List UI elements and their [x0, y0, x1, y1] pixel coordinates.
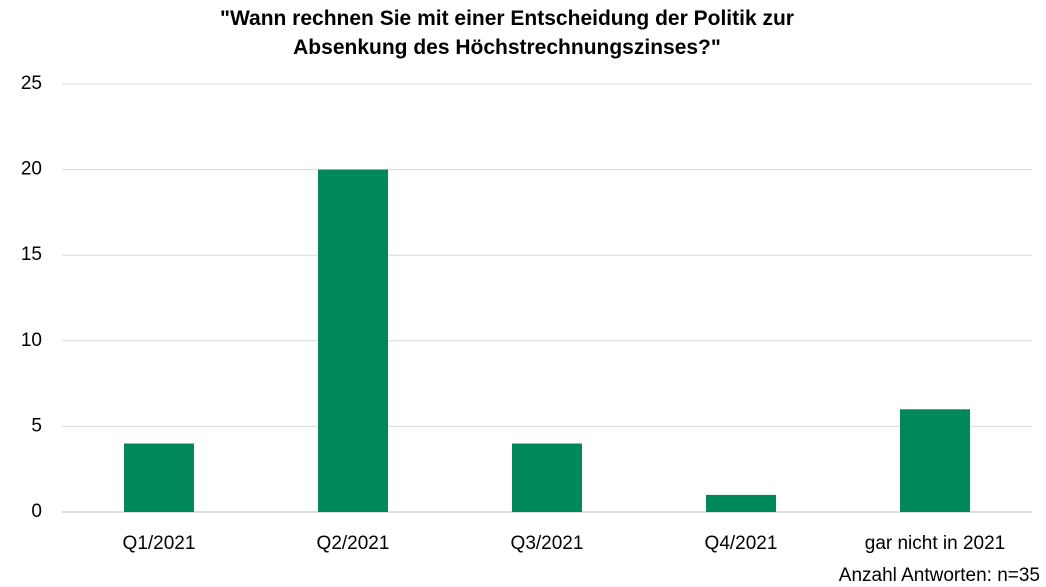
y-tick-label: 15 [21, 244, 42, 265]
y-tick-label: 0 [31, 501, 42, 522]
bar [318, 169, 388, 512]
y-tick-label: 25 [21, 73, 42, 94]
y-tick-label: 5 [31, 415, 42, 436]
x-tick-label: Q4/2021 [705, 533, 778, 554]
y-tick-label: 20 [21, 159, 42, 180]
bar [900, 409, 970, 512]
x-tick-label: Q2/2021 [317, 533, 390, 554]
bar [124, 443, 194, 512]
x-tick-label: gar nicht in 2021 [865, 533, 1006, 554]
bar [512, 443, 582, 512]
y-tick-label: 10 [21, 330, 42, 351]
bar [706, 494, 776, 512]
x-tick-label: Q3/2021 [511, 533, 584, 554]
chart-title: "Wann rechnen Sie mit einer Entscheidung… [220, 7, 794, 59]
annotation: Anzahl Antworten: n=35 [839, 565, 1040, 586]
x-tick-label: Q1/2021 [123, 533, 196, 554]
